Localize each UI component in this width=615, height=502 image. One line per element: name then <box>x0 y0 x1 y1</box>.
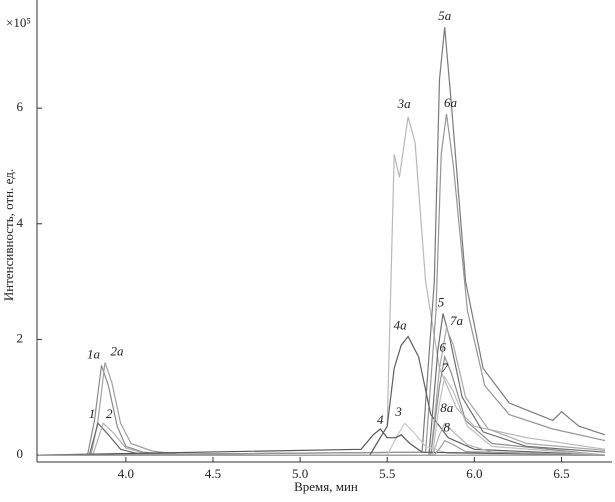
series-line <box>38 375 606 456</box>
series-line <box>38 27 606 456</box>
series-label: 3 <box>394 404 402 419</box>
x-tick-label: 5.0 <box>292 466 308 481</box>
x-axis-label: Время, мин <box>294 479 358 494</box>
y-tick-label: 2 <box>17 330 24 345</box>
series-label: 3a <box>397 96 412 111</box>
series-line <box>38 113 606 456</box>
series-line <box>38 335 606 456</box>
series-label: 8a <box>440 400 454 415</box>
series-label: 6a <box>444 95 458 110</box>
series-label: 5 <box>438 294 445 309</box>
series-line <box>38 116 606 456</box>
series-label: 2a <box>110 344 124 359</box>
series-label: 4 <box>377 412 384 427</box>
y-axis-label: Интенсивность, отн. ед. <box>1 169 16 301</box>
series-line <box>38 422 606 456</box>
series-label: 7 <box>441 360 448 375</box>
series-line <box>38 428 606 456</box>
series-label: 2 <box>106 406 113 421</box>
x-tick-label: 5.5 <box>379 466 395 481</box>
y-tick-label: 0 <box>17 446 24 461</box>
x-tick-label: 6.5 <box>553 466 569 481</box>
x-tick-label: 6.0 <box>466 466 482 481</box>
x-tick-label: 4.0 <box>118 466 134 481</box>
series-label: 8 <box>443 420 450 435</box>
series-label: 6 <box>439 340 446 355</box>
y-tick-label: 4 <box>17 215 24 230</box>
series-line <box>38 313 606 456</box>
x-tick-label: 4.5 <box>205 466 221 481</box>
series-label: 5a <box>438 8 452 23</box>
series-label: 1 <box>89 406 96 421</box>
y-tick-label: 6 <box>17 99 24 114</box>
series-label: 7a <box>450 313 464 328</box>
series-line <box>38 325 606 456</box>
y-scale-label: ×10⁵ <box>6 15 31 30</box>
series-line <box>38 354 606 456</box>
series-label: 1a <box>87 346 101 361</box>
series-line <box>38 439 606 456</box>
series-label: 4a <box>394 318 408 333</box>
